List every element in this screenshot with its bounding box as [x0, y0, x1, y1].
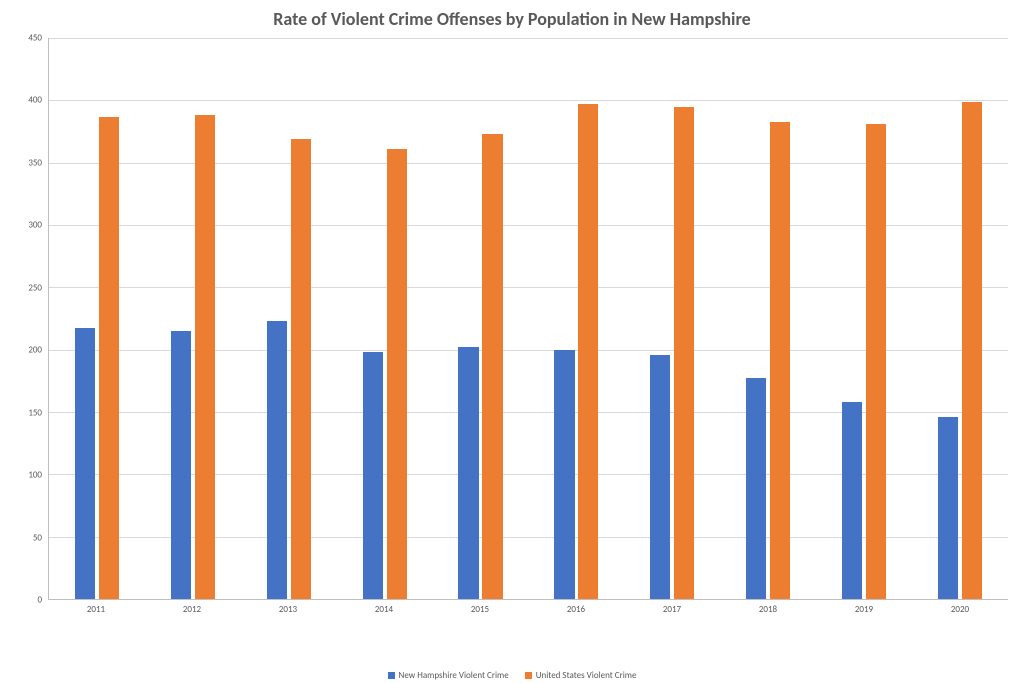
y-tick-label: 0 — [37, 595, 42, 606]
y-tick-label: 400 — [28, 95, 42, 106]
legend: New Hampshire Violent Crime United States… — [0, 670, 1024, 681]
bar-group — [337, 38, 433, 599]
bar — [99, 117, 119, 599]
x-tick-label: 2015 — [471, 604, 489, 615]
bar-group — [145, 38, 241, 599]
bar — [962, 102, 982, 599]
x-axis: 2011 2012 2013 2014 2015 2016 2017 2018 2019 2020 — [48, 600, 1008, 628]
bar-group — [49, 38, 145, 599]
bar — [171, 331, 191, 599]
y-tick-label: 450 — [28, 33, 42, 44]
bar — [578, 104, 598, 599]
x-tick-label: 2017 — [663, 604, 681, 615]
legend-item: United States Violent Crime — [525, 670, 637, 681]
bar — [195, 115, 215, 599]
legend-label: New Hampshire Violent Crime — [399, 670, 509, 681]
y-tick-label: 100 — [28, 470, 42, 481]
x-tick-label: 2012 — [183, 604, 201, 615]
legend-item: New Hampshire Violent Crime — [388, 670, 509, 681]
y-tick-label: 200 — [28, 345, 42, 356]
bar — [866, 124, 886, 599]
chart-container: Rate of Violent Crime Offenses by Popula… — [0, 0, 1024, 683]
x-tick-label: 2011 — [87, 604, 105, 615]
bar — [363, 352, 383, 599]
legend-swatch — [388, 672, 395, 679]
plot-outer: 050100150200250300350400450 201120122013… — [14, 38, 1014, 628]
y-tick-label: 300 — [28, 220, 42, 231]
bar — [75, 328, 95, 599]
x-tick-label: 2013 — [279, 604, 297, 615]
bar — [650, 355, 670, 599]
y-tick-label: 50 — [33, 532, 42, 543]
y-tick-label: 250 — [28, 282, 42, 293]
x-tick-label: 2018 — [759, 604, 777, 615]
y-tick-label: 150 — [28, 407, 42, 418]
bar — [291, 139, 311, 599]
bar-group — [624, 38, 720, 599]
bar — [458, 347, 478, 599]
bar — [387, 149, 407, 599]
bar — [770, 122, 790, 599]
legend-label: United States Violent Crime — [536, 670, 637, 681]
legend-swatch — [525, 672, 532, 679]
bar-group — [720, 38, 816, 599]
bar-group — [816, 38, 912, 599]
bar — [267, 321, 287, 599]
x-tick-label: 2016 — [567, 604, 585, 615]
chart-title: Rate of Violent Crime Offenses by Popula… — [12, 8, 1012, 30]
bar — [938, 417, 958, 599]
bar-group — [912, 38, 1008, 599]
x-tick-label: 2019 — [855, 604, 873, 615]
plot-area — [48, 38, 1008, 600]
bar-group — [241, 38, 337, 599]
bar — [842, 402, 862, 599]
x-tick-label: 2014 — [375, 604, 393, 615]
bar — [482, 134, 502, 599]
y-axis: 050100150200250300350400450 — [14, 38, 48, 600]
bar — [674, 107, 694, 599]
bar — [554, 350, 574, 599]
bar-group — [433, 38, 529, 599]
bar-group — [529, 38, 625, 599]
bar — [746, 378, 766, 599]
x-tick-label: 2020 — [951, 604, 969, 615]
y-tick-label: 350 — [28, 157, 42, 168]
bars-layer — [49, 38, 1008, 599]
